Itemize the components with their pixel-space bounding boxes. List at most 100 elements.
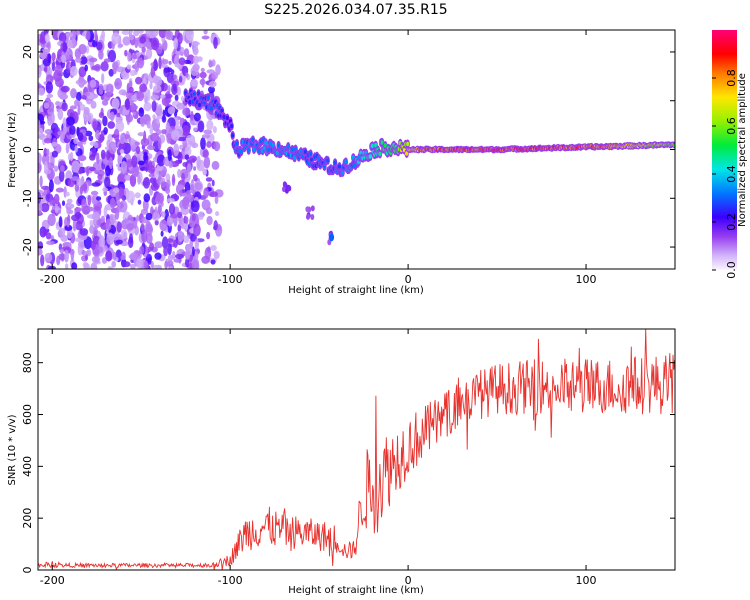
colorbar: 0.0 0.2 0.4 0.6 0.8 Normalized spectral ampl… [712, 30, 748, 279]
noise-speckle [46, 93, 54, 98]
ridge-core [337, 164, 341, 169]
noise-speckle [120, 229, 128, 240]
noise-speckle [129, 174, 137, 187]
noise-speckle [40, 202, 50, 213]
noise-speckle [174, 54, 180, 68]
colorbar-ticks: 0.0 0.2 0.4 0.6 0.8 [712, 69, 738, 279]
noise-speckle [208, 80, 217, 88]
noise-speckle [51, 52, 56, 61]
noise-speckle [39, 175, 43, 188]
noise-speckle [159, 94, 166, 99]
noise-speckle [184, 146, 192, 157]
noise-speckle [121, 261, 131, 268]
noise-speckle [198, 211, 204, 221]
noise-speckle [96, 41, 103, 51]
noise-speckle [156, 48, 163, 55]
noise-speckle [122, 36, 131, 46]
noise-speckle [215, 211, 220, 217]
noise-speckle [108, 141, 117, 155]
noise-speckle [167, 106, 176, 115]
noise-speckle [178, 57, 186, 65]
y-tick-label: 20 [21, 45, 34, 59]
noise-speckle [41, 43, 46, 49]
noise-speckle [58, 253, 66, 261]
noise-speckle [79, 186, 83, 195]
noise-speckle [91, 196, 96, 205]
x-tick-label: -100 [218, 273, 243, 286]
noise-speckle [206, 231, 211, 240]
noise-speckle [48, 179, 54, 193]
noise-speckle [214, 196, 219, 204]
noise-speckle [112, 187, 120, 194]
branch-hotspot [329, 233, 335, 242]
noise-speckle [180, 95, 185, 102]
noise-speckle [100, 149, 106, 160]
noise-speckle [201, 35, 210, 40]
noise-speckle [72, 218, 77, 232]
noise-speckle [173, 37, 179, 50]
noise-speckle [124, 174, 132, 181]
noise-speckle [129, 252, 139, 260]
noise-speckle [38, 87, 45, 96]
noise-speckle [153, 85, 162, 93]
noise-speckle [173, 193, 178, 202]
noise-speckle [139, 57, 143, 65]
noise-speckle [111, 260, 117, 268]
noise-speckle [76, 178, 84, 186]
noise-speckle [161, 115, 167, 123]
noise-speckle [66, 220, 70, 228]
noise-speckle [38, 241, 44, 250]
noise-speckle [149, 81, 153, 90]
noise-speckle [150, 261, 154, 268]
noise-speckle [67, 178, 76, 188]
noise-speckle [183, 48, 190, 58]
ridge-core [405, 151, 409, 156]
noise-speckle [40, 254, 45, 267]
noise-speckle [140, 223, 145, 232]
noise-speckle [125, 113, 133, 123]
noise-speckle [109, 111, 115, 122]
noise-speckle [100, 61, 109, 72]
noise-speckle [116, 112, 121, 118]
x-tick-label: 100 [576, 574, 597, 587]
noise-speckle [136, 257, 143, 269]
noise-speckle [193, 127, 198, 132]
noise-speckle [98, 112, 105, 119]
noise-speckle [44, 129, 53, 135]
noise-speckle [154, 252, 162, 260]
noise-speckle [40, 63, 45, 71]
noise-speckle [152, 177, 157, 189]
noise-speckle [75, 91, 82, 102]
ridge-core [370, 143, 375, 148]
noise-speckle [84, 64, 88, 72]
noise-speckle [90, 190, 99, 196]
branch-speckle [282, 181, 287, 188]
noise-speckle [209, 191, 218, 198]
noise-speckle [102, 99, 109, 106]
noise-speckle [61, 200, 66, 206]
noise-speckle [132, 111, 136, 116]
noise-speckle [41, 185, 50, 190]
noise-speckle [134, 39, 139, 49]
colorbar-tick-label: 0.4 [725, 165, 738, 183]
noise-speckle [47, 53, 52, 64]
noise-speckle [77, 104, 81, 116]
y-tick-label: 600 [21, 404, 34, 425]
noise-speckle [85, 45, 90, 54]
noise-speckle [108, 68, 114, 77]
noise-speckle [86, 249, 92, 257]
noise-speckle [173, 143, 180, 157]
noise-speckle [121, 251, 126, 261]
noise-speckle [43, 137, 52, 144]
noise-speckle [196, 155, 201, 169]
noise-speckle [84, 92, 91, 97]
noise-speckle [149, 242, 155, 251]
noise-speckle [174, 94, 179, 102]
noise-speckle [185, 30, 194, 41]
ridge-core [303, 149, 307, 155]
noise-speckle [121, 30, 130, 35]
noise-speckle [105, 250, 113, 262]
noise-speckle [75, 57, 82, 63]
noise-speckle [185, 72, 189, 78]
